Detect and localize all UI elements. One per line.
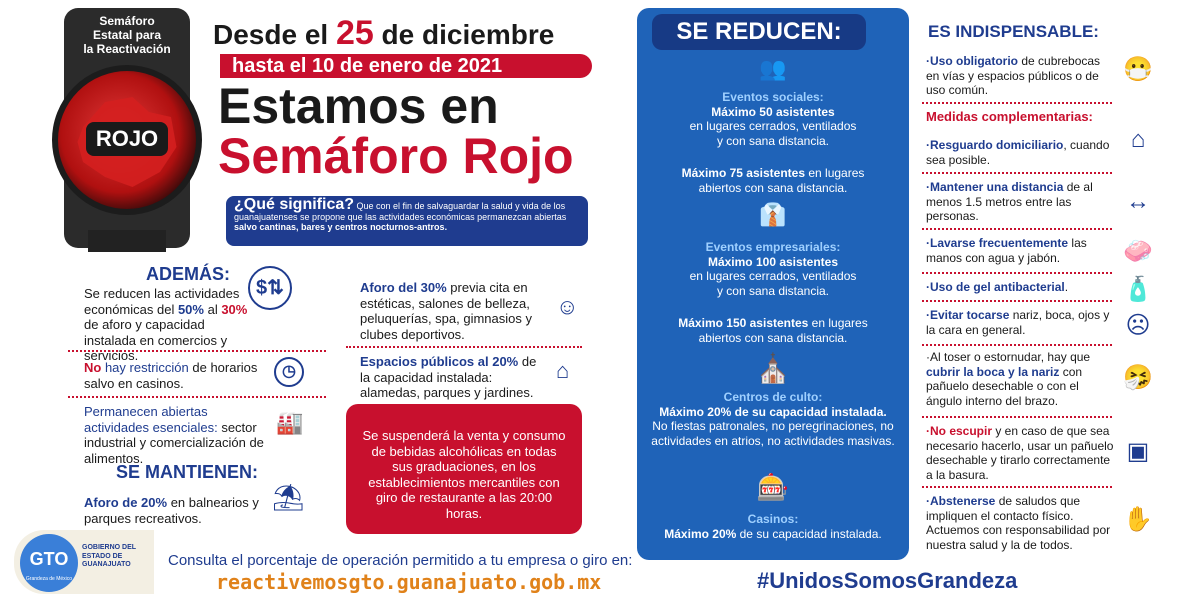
cough-elbow-icon: 🤧 [1123, 364, 1153, 391]
measure-mask: ·Uso obligatorio de cubrebocas en vías y… [926, 54, 1101, 97]
measure-spit: ·No escupir y en caso de que sea necesar… [926, 424, 1114, 482]
measure-cough: ·Al toser o estornudar, hay que cubrir l… [926, 350, 1091, 408]
measure-gel: ·Uso de gel antibacterial. [926, 280, 1069, 294]
indispensable-heading: ES INDISPENSABLE: [928, 22, 1099, 41]
ademas-item-reduction: Se reducen las actividades económicas de… [84, 286, 248, 363]
main-title-line2: Semáforo Rojo [218, 128, 574, 184]
business-events-block: Eventos empresariales: Máximo 100 asiste… [689, 240, 857, 298]
casinos-block: Casinos: Máximo 20% de su capacidad inst… [664, 512, 882, 541]
money-arrows-icon: $⇅ [248, 266, 292, 310]
se-reducen-heading: SE REDUCEN: [652, 14, 866, 50]
gto-tagline: Grandeza de México [25, 576, 73, 582]
meaning-box: ¿Qué significa? Que con el fin de salvag… [226, 196, 588, 246]
meaning-title: ¿Qué significa? [234, 196, 355, 213]
distance-icon: ↔ [1126, 188, 1150, 215]
social-events-open: Máximo 75 asistentes en lugares abiertos… [681, 166, 865, 195]
measure-distance: ·Mantener una distancia de al menos 1.5 … [926, 180, 1093, 223]
divider [922, 228, 1112, 230]
worship-block: Centros de culto: Máximo 20% de su capac… [651, 390, 895, 448]
divider [922, 344, 1112, 346]
traffic-light-title: Semáforo Estatal para la Reactivación [83, 14, 171, 56]
business-events-open: Máximo 150 asistentes en lugares abierto… [678, 316, 868, 345]
church-icon: ⛪ [755, 353, 791, 384]
salon-icon: ☺ [556, 294, 579, 319]
hand-stop-icon: ✋ [1123, 506, 1153, 533]
divider [922, 300, 1112, 302]
traffic-light-base [88, 230, 166, 252]
measure-greetings: ·Abstenerse de saludos que impliquen el … [926, 494, 1111, 552]
ademas-item-schedule: No hay restricción de horarios salvo en … [84, 360, 258, 391]
face-touch-icon: ☹ [1125, 312, 1151, 339]
measure-home: ·Resguardo domiciliario, cuando sea posi… [926, 138, 1110, 167]
playground-icon: ⛱ [272, 482, 306, 512]
se-reducen-panel [637, 8, 909, 560]
main-title-line1: Estamos en [218, 78, 499, 134]
divider [346, 346, 582, 348]
people-group-icon: 👥 [759, 56, 787, 81]
reactivation-link[interactable]: reactivemosgto.guanajuato.gob.mx [216, 570, 602, 594]
divider [68, 350, 326, 352]
hashtag: #UnidosSomosGrandeza [757, 568, 1018, 593]
middle-item-public-spaces: Espacios públicos al 20% de la capacidad… [360, 354, 537, 400]
measure-handwash: ·Lavarse frecuentemente las manos con ag… [926, 236, 1087, 265]
ademas-item-essential: Permanecen abiertas actividades esencial… [84, 404, 264, 466]
factory-icon: 🏭 [276, 410, 304, 435]
measure-face: ·Evitar tocarse nariz, boca, ojos y la c… [926, 308, 1110, 337]
ademas-heading: ADEMÁS: [146, 264, 230, 284]
business-people-icon: 👔 [759, 202, 787, 227]
gto-logo: GTO [20, 534, 78, 592]
date-to-banner: hasta el 10 de enero de 2021 [220, 54, 592, 78]
divider [68, 396, 326, 398]
status-badge: ROJO [86, 122, 168, 156]
handwash-icon: 🧼 [1123, 238, 1153, 265]
government-name: GOBIERNO DEL ESTADO DE GUANAJUATO [82, 544, 136, 568]
se-mantienen-item: Aforo de 20% en balnearios y parques rec… [84, 495, 259, 526]
gel-icon: 🧴 [1123, 276, 1153, 303]
middle-item-beauty: Aforo del 30% previa cita en estéticas, … [360, 280, 532, 342]
house-icon: ⌂ [1130, 126, 1146, 153]
divider [922, 416, 1112, 418]
se-mantienen-heading: SE MANTIENEN: [116, 462, 259, 482]
slot-machine-icon: 🎰 [756, 472, 790, 502]
tissue-box-icon: ▣ [1126, 438, 1150, 465]
clock-icon: ◷ [274, 357, 304, 387]
park-bench-icon: ⌂ [556, 358, 570, 383]
alcohol-notice-box: Se suspenderá la venta y consumo de bebi… [346, 404, 582, 534]
complementary-heading: Medidas complementarias: [926, 109, 1093, 124]
consult-text: Consulta el porcentaje de operación perm… [168, 552, 633, 569]
social-events-block: Eventos sociales: Máximo 50 asistentes e… [689, 90, 857, 148]
date-from-heading: Desde el 25 de diciembre [213, 14, 555, 52]
divider [922, 486, 1112, 488]
face-mask-icon: 😷 [1123, 56, 1153, 83]
divider [922, 102, 1112, 104]
divider [922, 272, 1112, 274]
divider [922, 172, 1112, 174]
